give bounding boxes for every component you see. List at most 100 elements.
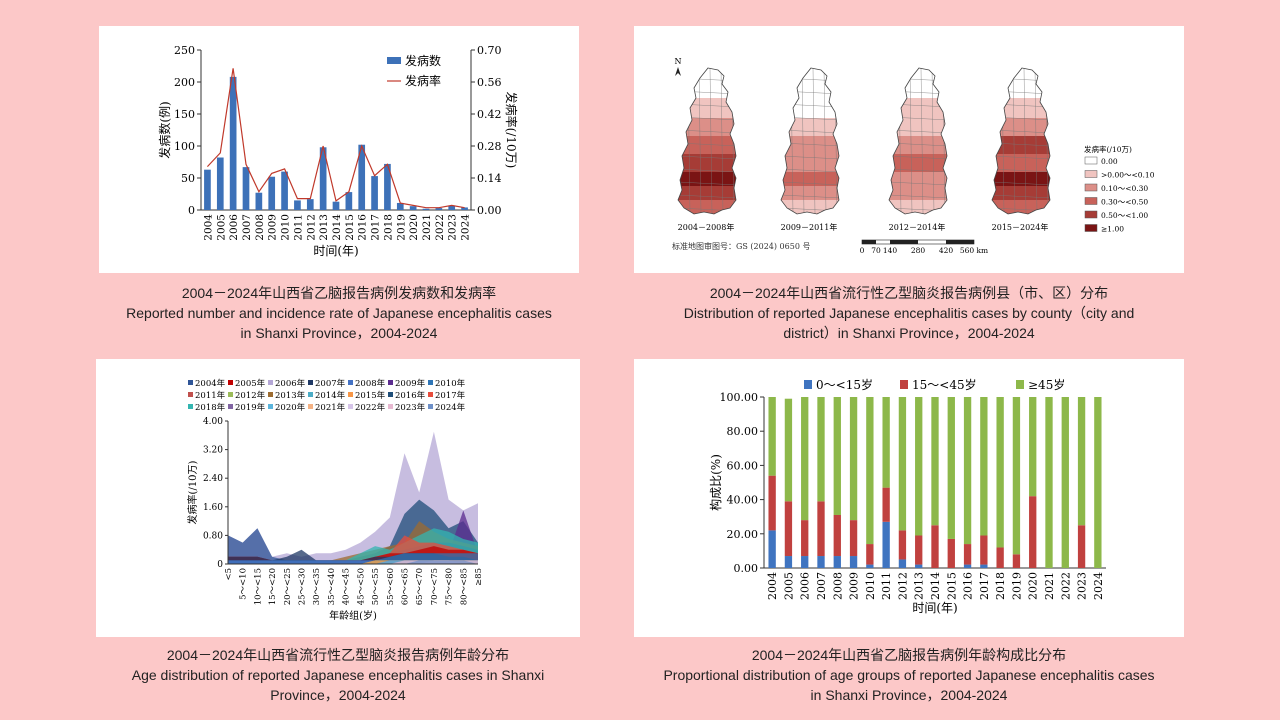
county-border (781, 129, 839, 134)
county-band (992, 136, 1050, 154)
scale-label: 280 (911, 246, 926, 255)
legend-label: 2021年 (315, 402, 346, 413)
legend-swatch (804, 380, 812, 389)
caption-county-map-en-1: Distribution of reported Japanese enceph… (683, 305, 1135, 321)
y2-tick-label: 0.28 (477, 140, 502, 153)
map-4: 2015－2024年 (991, 67, 1051, 232)
county-border (709, 68, 713, 214)
caption-age-distribution: 2004－2024年山西省流行性乙型脑炎报告病例年龄分布 Age distrib… (96, 645, 580, 705)
legend-swatch (1084, 224, 1098, 232)
x-tick-label: 2013 (318, 214, 330, 241)
x-tick-label: ≥85 (474, 568, 484, 586)
province-outline (780, 67, 840, 215)
county-distribution-maps: N 2004－2008年 2009－2011年 2012－2014年 2015－202… (672, 57, 1155, 255)
legend-label: 2016年 (395, 390, 426, 401)
stacked-bar-segment (849, 520, 858, 557)
legend-swatch (1016, 380, 1024, 389)
county-band (992, 98, 1050, 118)
x-tick-label: 2021 (1043, 572, 1056, 600)
y2-axis-title: 发病率(/10万) (504, 92, 519, 169)
legend-label: 2008年 (355, 378, 386, 389)
legend-label: 2005年 (235, 378, 266, 389)
legend-label: 0～<15岁 (816, 377, 873, 392)
stacked-bar-segment (784, 556, 793, 568)
y-tick-label: 0 (188, 204, 195, 217)
county-border (812, 68, 816, 214)
county-border (678, 168, 736, 173)
stacked-bar-segment (1029, 397, 1037, 497)
x-tick-label: <5 (224, 568, 234, 581)
caption-county-map-en-2: district）in Shanxi Province，2004-2024 (783, 325, 1035, 341)
county-border (781, 181, 839, 186)
county-border (889, 181, 947, 186)
legend-label: 2009年 (395, 378, 426, 389)
x-tick-label: 2010 (864, 572, 877, 600)
legend-label: 0.50～<1.00 (1101, 211, 1148, 220)
caption-county-map: 2004－2024年山西省流行性乙型脑炎报告病例县（市、区）分布 Distrib… (634, 283, 1184, 343)
x-tick-label: 2011 (880, 572, 893, 600)
caption-incidence-cn: 2004－2024年山西省乙脑报告病例发病数和发病率 (181, 285, 497, 301)
legend-swatch (308, 392, 313, 397)
legend-swatch (188, 380, 193, 385)
county-border (1034, 68, 1038, 214)
legend-swatch (348, 404, 353, 409)
y-tick-label: 2.40 (203, 474, 223, 484)
caption-proportion-en-2: in Shanxi Province，2004-2024 (810, 687, 1008, 703)
county-band (992, 118, 1050, 136)
stacked-bar-segment (1077, 525, 1086, 568)
legend-swatch (900, 380, 908, 389)
legend-label-rate: 发病率 (405, 73, 441, 88)
province-outline (677, 67, 737, 215)
county-band (889, 186, 947, 200)
stacked-bar-segment (833, 514, 841, 557)
legend-label: 0.00 (1101, 157, 1118, 166)
stacked-bar-segment (996, 547, 1004, 568)
y-tick-label: 60.00 (727, 459, 759, 472)
stacked-bar-segment (947, 397, 955, 539)
bar (255, 192, 263, 210)
legend-swatch (1084, 170, 1098, 178)
stacked-bar-segment (963, 564, 972, 568)
panel-age-proportion: 0～<15岁 15～<45岁 ≥45岁 0.00 20.00 40.00 60.00 80.0… (634, 359, 1184, 637)
legend-swatch (228, 404, 233, 409)
x-tick-label: 2022 (1059, 572, 1072, 600)
stacked-bar-segment (768, 475, 776, 531)
stacked-bar-segment (833, 397, 841, 515)
stacked-bar-segment (915, 535, 923, 565)
legend-label: 0.30～<0.50 (1101, 198, 1148, 207)
county-border (992, 181, 1050, 186)
legend-swatch (348, 380, 353, 385)
legend-label: 2006年 (275, 378, 306, 389)
legend-swatch (428, 404, 433, 409)
x-tick-label: 25～<30 (298, 568, 308, 605)
y-tick-label: 150 (174, 108, 195, 121)
x-tick-label: 5～<10 (239, 568, 249, 600)
y-tick-label: 0.80 (203, 531, 223, 541)
legend-swatch (308, 404, 313, 409)
stacked-bar-segment (817, 501, 825, 557)
bar (345, 192, 353, 210)
legend-label: 2010年 (435, 378, 466, 389)
legend-swatch (428, 392, 433, 397)
legend-label-cases: 发病数 (405, 53, 441, 68)
x-tick-label: 2008 (831, 572, 844, 600)
map-legend: 发病率(/10万) 0.00 >0.00～<0.10 0.10～<0.30 0.30～<… (1084, 144, 1155, 234)
y2-tick-label: 0.42 (477, 108, 502, 121)
county-band (781, 186, 839, 200)
scale-label: 70 (871, 246, 881, 255)
county-band (992, 154, 1050, 172)
legend-label: 2012年 (235, 390, 266, 401)
county-border (720, 68, 724, 214)
county-band (781, 98, 839, 118)
legend-label: 2015年 (355, 390, 386, 401)
stacked-bar-segment (947, 538, 955, 568)
x-tick-label: 60～<65 (400, 568, 410, 605)
stacked-bar-segment (1012, 397, 1021, 555)
stacked-bar-segment (849, 397, 858, 521)
x-tick-label: 2004 (202, 214, 214, 241)
x-tick-label: 2005 (215, 214, 227, 241)
stacked-bar-segment (833, 556, 841, 568)
scale-label: 0 (860, 246, 865, 255)
scale-seg (862, 240, 876, 244)
area-series (228, 560, 478, 564)
